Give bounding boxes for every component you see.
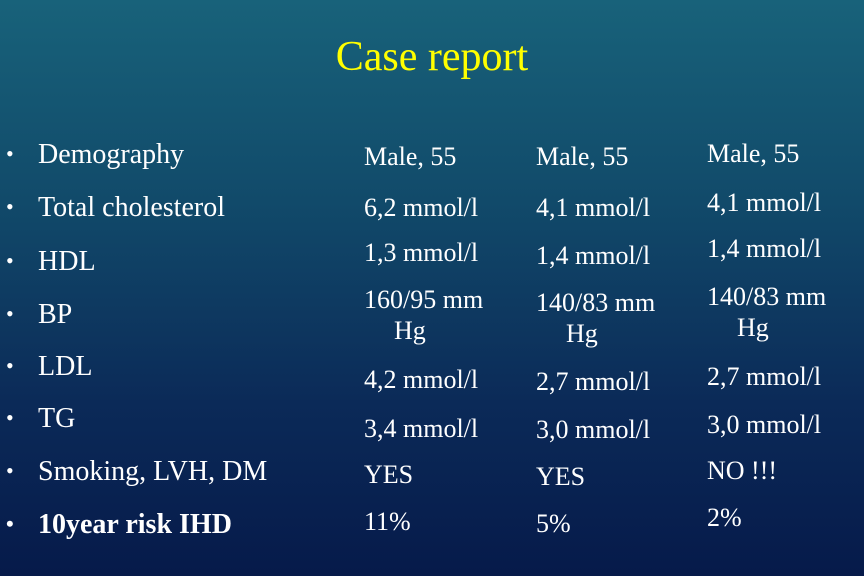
cell-bp-line2: Hg: [566, 319, 598, 348]
cell-demography-col2: Male, 55: [536, 142, 629, 171]
cell-hdl-col3: 1,4 mmol/l: [707, 234, 822, 263]
cell-demography-col1: Male, 55: [364, 142, 457, 171]
cell-ldl-col2: 2,7 mmol/l: [536, 367, 651, 396]
bullet-icon: •: [6, 248, 14, 273]
row-label-bp: • BP: [6, 297, 72, 332]
bullet-icon: •: [6, 405, 14, 430]
cell-bp-line2: Hg: [394, 316, 426, 345]
cell-hdl-col2: 1,4 mmol/l: [536, 241, 651, 270]
cell-smoking-col2: YES: [536, 462, 586, 491]
row-label-text: Demography: [38, 139, 185, 170]
slide-title: Case report: [335, 34, 529, 80]
row-label-total-cholesterol: • Total cholesterol: [6, 190, 225, 225]
cell-demography-col3: Male, 55: [707, 139, 800, 168]
bullet-icon: •: [6, 194, 14, 219]
row-label-text: Total cholesterol: [38, 192, 225, 223]
row-label-tg: • TG: [6, 401, 75, 436]
cell-bp-line1: 140/83 mm: [707, 282, 827, 311]
cell-bp-line1: 140/83 mm: [536, 288, 656, 317]
cell-hdl-col1: 1,3 mmol/l: [364, 238, 479, 267]
row-label-text: HDL: [38, 246, 96, 277]
cell-risk-col2: 5%: [536, 509, 571, 538]
bullet-icon: •: [6, 353, 14, 378]
cell-bp-line2: Hg: [737, 313, 769, 342]
row-label-text: BP: [38, 299, 73, 330]
cell-tg-col1: 3,4 mmol/l: [364, 414, 479, 443]
cell-ldl-col1: 4,2 mmol/l: [364, 365, 479, 394]
cell-tg-col3: 3,0 mmol/l: [707, 410, 822, 439]
cell-bp-col2: 140/83 mm Hg: [536, 287, 655, 349]
bullet-icon: •: [6, 301, 14, 326]
row-label-text: Smoking, LVH, DM: [38, 456, 268, 487]
row-label-smoking: • Smoking, LVH, DM: [6, 454, 267, 489]
cell-bp-col1: 160/95 mm Hg: [364, 284, 483, 346]
cell-bp-line1: 160/95 mm: [364, 285, 484, 314]
cell-smoking-col1: YES: [364, 460, 414, 489]
bullet-icon: •: [6, 511, 14, 536]
bullet-icon: •: [6, 458, 14, 483]
cell-cholesterol-col1: 6,2 mmol/l: [364, 193, 479, 222]
cell-smoking-col3: NO !!!: [707, 456, 778, 485]
row-label-demography: • Demography: [6, 137, 184, 172]
row-label-risk: • 10year risk IHD: [6, 507, 232, 542]
row-label-ldl: • LDL: [6, 349, 92, 384]
cell-risk-col1: 11%: [364, 507, 411, 536]
cell-cholesterol-col3: 4,1 mmol/l: [707, 188, 822, 217]
bullet-icon: •: [6, 141, 14, 166]
row-label-text: LDL: [38, 351, 93, 382]
cell-cholesterol-col2: 4,1 mmol/l: [536, 193, 651, 222]
row-label-text: TG: [38, 403, 76, 434]
row-label-hdl: • HDL: [6, 244, 96, 279]
row-label-text: 10year risk IHD: [38, 509, 232, 540]
cell-bp-col3: 140/83 mm Hg: [707, 281, 826, 343]
cell-risk-col3: 2%: [707, 503, 742, 532]
cell-ldl-col3: 2,7 mmol/l: [707, 362, 822, 391]
cell-tg-col2: 3,0 mmol/l: [536, 415, 651, 444]
